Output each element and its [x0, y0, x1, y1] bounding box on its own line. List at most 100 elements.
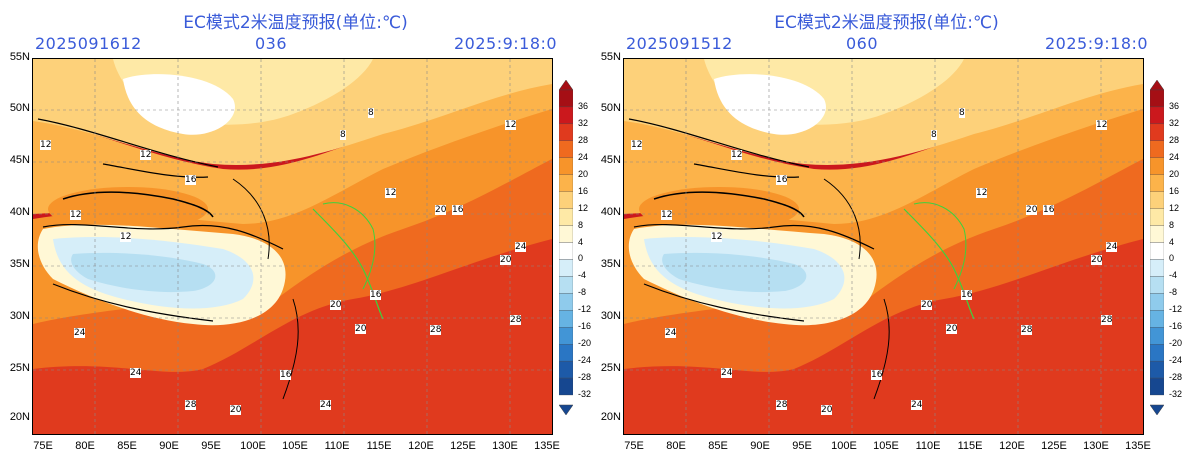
colorbar-swatch — [558, 157, 574, 175]
colorbar-swatch — [1149, 157, 1165, 175]
init-time: 2025091612 — [35, 34, 142, 53]
contour-label: 20 — [355, 324, 367, 334]
lon-label: 95E — [201, 440, 221, 452]
lon-label: 135E — [534, 440, 560, 452]
colorbar-swatch — [558, 140, 574, 158]
colorbar-swatch — [1149, 360, 1165, 379]
colorbar-swatches — [1149, 79, 1165, 416]
contour-label: 20 — [821, 405, 833, 415]
colorbar-tick-label: -12 — [1169, 304, 1182, 315]
colorbar-tick-label: 8 — [578, 219, 584, 230]
lat-label: 40N — [600, 206, 621, 218]
contour-label: 28 — [510, 315, 522, 325]
contour-label: 8 — [959, 108, 965, 118]
contour-label: 12 — [70, 210, 82, 220]
contour-label: 16 — [185, 175, 197, 185]
contour-label: 24 — [74, 328, 86, 338]
colorbar-tick-label: -20 — [1169, 338, 1182, 349]
colorbar-tick-label: -24 — [1169, 355, 1182, 366]
colorbar-swatch — [1149, 327, 1165, 345]
colorbar-tick-label: -24 — [578, 355, 592, 366]
contour-label: 24 — [130, 368, 142, 378]
lat-label: 25N — [9, 362, 30, 374]
contour-label: 20 — [435, 205, 447, 215]
lon-label: 80E — [666, 440, 686, 452]
contour-label: 20 — [230, 405, 242, 415]
contour-label: 12 — [505, 120, 517, 130]
lon-label: 130E — [1083, 440, 1109, 452]
colorbar-swatch — [1149, 242, 1165, 260]
colorbar-tick-label: -28 — [1169, 372, 1182, 383]
lon-label: 100E — [240, 440, 266, 452]
colorbar-swatch — [558, 89, 574, 108]
panel-title: EC模式2米温度预报(单位:℃) — [183, 13, 408, 33]
lon-label: 95E — [792, 440, 812, 452]
colorbar-swatch — [1149, 208, 1165, 226]
colorbar-tick-label: 36 — [578, 100, 589, 111]
lon-label: 90E — [750, 440, 770, 452]
lon-label: 90E — [159, 440, 179, 452]
lat-label: 25N — [600, 362, 621, 374]
lon-label: 85E — [708, 440, 728, 452]
lat-label: 30N — [9, 310, 30, 322]
colorbar-swatch — [1149, 259, 1165, 277]
contour-label: 24 — [1106, 242, 1118, 252]
colorbar-tick-label: 0 — [1169, 253, 1175, 264]
colorbar-tick-label: 4 — [578, 236, 584, 247]
lon-label: 120E — [408, 440, 434, 452]
contour-label: 20 — [1091, 255, 1103, 265]
colorbar-tick-label: 20 — [578, 168, 589, 179]
colorbar-tick-label: 4 — [1169, 236, 1175, 247]
colorbar-tick-label: -32 — [1169, 389, 1182, 399]
lat-label: 35N — [9, 258, 30, 270]
colorbar-tick-label: 28 — [1169, 134, 1180, 145]
contour-label: 20 — [500, 255, 512, 265]
contour-label: 12 — [731, 150, 743, 160]
colorbar-swatch — [1149, 174, 1165, 192]
colorbar-tick-label: 32 — [578, 117, 589, 128]
colorbar-tick-label: -8 — [578, 287, 587, 298]
lat-label: 35N — [600, 258, 621, 270]
colorbar-swatch — [558, 377, 574, 396]
lon-label: 105E — [873, 440, 899, 452]
colorbar-swatch — [558, 259, 574, 277]
contour-label: 12 — [631, 140, 643, 150]
colorbar-tick-label: 12 — [1169, 202, 1180, 213]
contour-label: 20 — [921, 300, 933, 310]
lead-hour: 060 — [846, 34, 879, 53]
forecast-panel-2: EC模式2米温度预报(单位:℃) 2025091512 060 2025:9:1… — [591, 0, 1182, 465]
contour-label: 12 — [140, 150, 152, 160]
colorbar-tick-label: 20 — [1169, 168, 1180, 179]
colorbar-tick-label: -12 — [578, 304, 592, 315]
contour-label: 8 — [931, 130, 937, 140]
lon-label: 75E — [33, 440, 53, 452]
lat-label: 45N — [600, 154, 621, 166]
colorbar-tick-label: -4 — [578, 270, 587, 281]
contour-label: 8 — [340, 130, 346, 140]
lon-label: 130E — [492, 440, 518, 452]
lon-label: 125E — [450, 440, 476, 452]
colorbar-tick-label: -4 — [1169, 270, 1178, 281]
colorbar-tick-label: -20 — [578, 338, 592, 349]
lead-hour: 036 — [255, 34, 288, 53]
lat-label: 50N — [600, 102, 621, 114]
valid-time: 2025:9:18:0 — [454, 34, 558, 53]
lat-label: 40N — [9, 206, 30, 218]
lat-label: 30N — [600, 310, 621, 322]
colorbar-swatch — [558, 191, 574, 209]
colorbar — [1149, 79, 1165, 419]
contour-label: 28 — [430, 325, 442, 335]
contour-label: 16 — [1043, 205, 1055, 215]
colorbar-swatch — [558, 276, 574, 294]
contour-label: 28 — [776, 400, 788, 410]
contour-label: 16 — [280, 370, 292, 380]
lon-label: 135E — [1125, 440, 1151, 452]
lat-label: 20N — [9, 411, 30, 423]
contour-label: 24 — [911, 400, 923, 410]
contour-label: 28 — [185, 400, 197, 410]
colorbar-swatch — [558, 293, 574, 311]
colorbar-tick-label: 16 — [578, 185, 589, 196]
contour-label: 24 — [665, 328, 677, 338]
contour-label: 16 — [776, 175, 788, 185]
colorbar-swatch — [1149, 344, 1165, 362]
